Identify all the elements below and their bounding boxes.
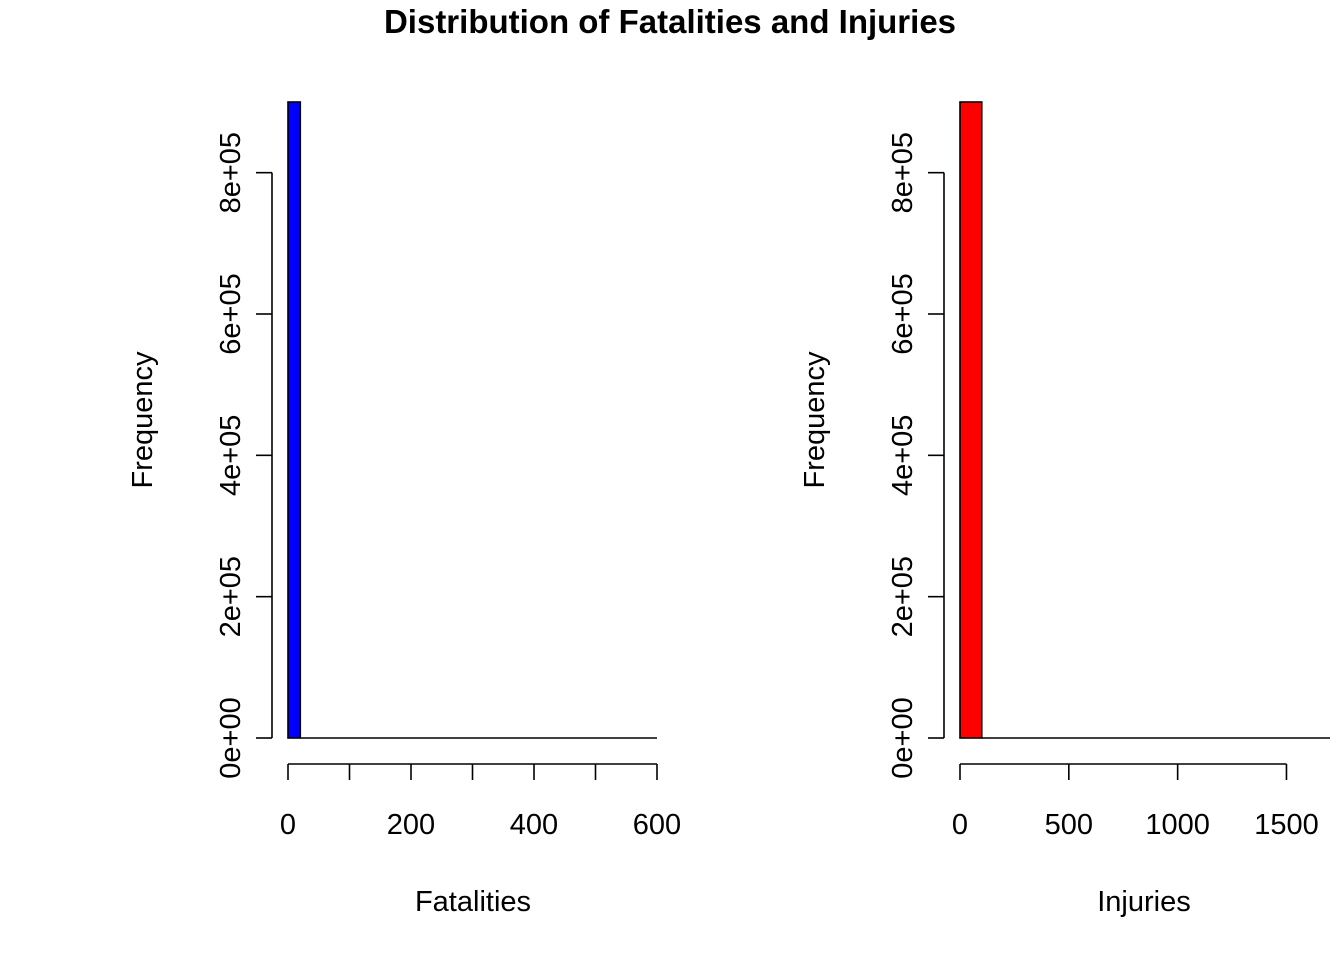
x-axis-label: Injuries xyxy=(1097,886,1191,918)
x-tick-label: 400 xyxy=(510,809,558,841)
histogram-bar xyxy=(287,101,302,739)
y-tick-label: 8e+05 xyxy=(215,132,247,213)
y-tick-label: 2e+05 xyxy=(215,556,247,637)
y-tick-label: 0e+00 xyxy=(215,697,247,778)
x-tick-label: 0 xyxy=(280,809,296,841)
y-tick-label: 2e+05 xyxy=(887,556,919,637)
x-tick-label: 500 xyxy=(1045,809,1093,841)
y-tick-label: 6e+05 xyxy=(215,273,247,354)
y-tick-label: 6e+05 xyxy=(887,273,919,354)
y-tick-label: 0e+00 xyxy=(887,697,919,778)
x-axis-label: Fatalities xyxy=(415,886,531,918)
x-tick-label: 600 xyxy=(633,809,681,841)
histogram-bar xyxy=(959,101,983,739)
y-tick-label: 4e+05 xyxy=(887,415,919,496)
y-axis-label: Frequency xyxy=(127,351,159,489)
x-tick-label: 0 xyxy=(952,809,968,841)
y-tick-label: 8e+05 xyxy=(887,132,919,213)
chart-title: Distribution of Fatalities and Injuries xyxy=(384,3,956,40)
y-axis-label: Frequency xyxy=(799,351,831,489)
x-tick-label: 1000 xyxy=(1145,809,1210,841)
fatalities-histogram-panel: Fatalities Frequency 0e+00 2e+05 4e+05 6e+0… xyxy=(127,101,681,918)
injuries-histogram-panel: Injuries Frequency 0e+00 2e+05 4e+05 6e+05 8… xyxy=(799,101,1330,918)
y-tick-label: 4e+05 xyxy=(215,415,247,496)
x-tick-label: 200 xyxy=(387,809,435,841)
x-tick-label: 1500 xyxy=(1254,809,1319,841)
